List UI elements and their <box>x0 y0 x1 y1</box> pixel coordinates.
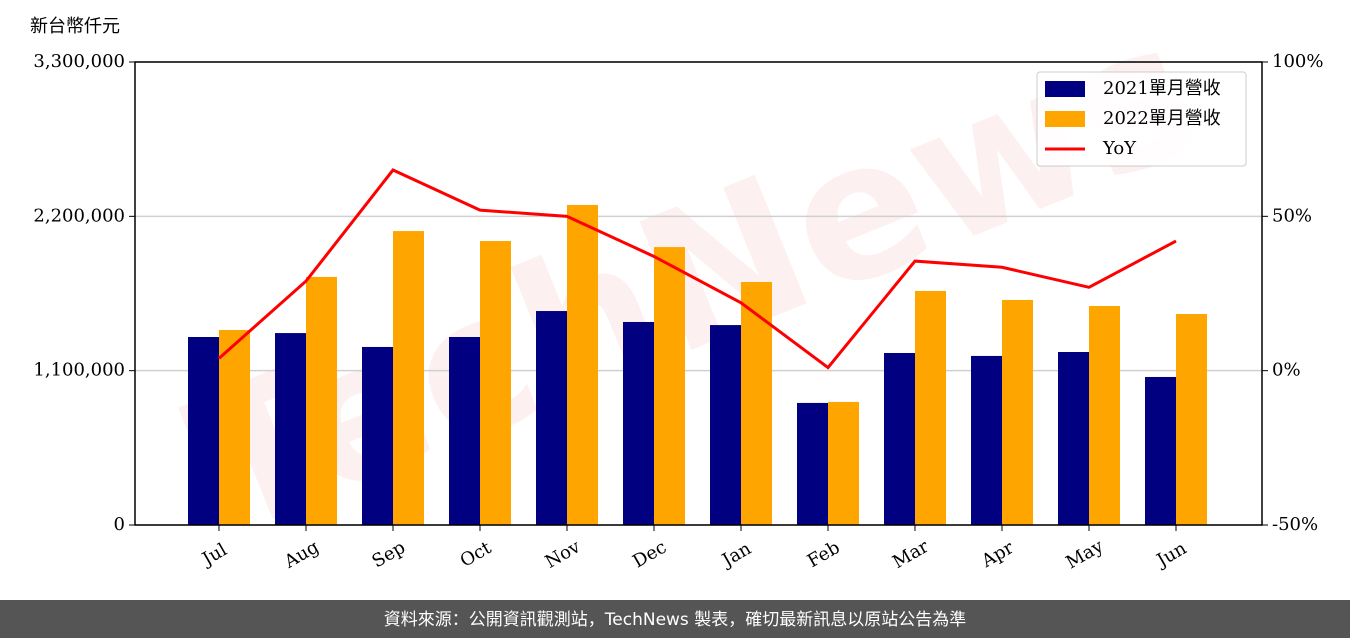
bar <box>971 355 1002 525</box>
legend-box <box>1036 71 1247 167</box>
bar <box>741 281 772 525</box>
bar <box>797 402 828 525</box>
bar <box>536 311 567 525</box>
x-tick-label: Oct <box>457 537 496 572</box>
bar <box>362 346 393 525</box>
bar <box>219 329 250 525</box>
bar <box>623 321 654 525</box>
legend-swatch <box>1045 111 1085 127</box>
y-tick-label: 1,100,000 <box>33 360 125 381</box>
x-tick-label: Mar <box>889 536 933 573</box>
x-tick-label: Dec <box>629 537 670 573</box>
y-axis-label: 新台幣仟元 <box>30 16 120 37</box>
line <box>218 168 1177 370</box>
footer-bar <box>0 600 1350 638</box>
bar <box>306 276 337 525</box>
bar <box>393 231 424 525</box>
bar <box>884 352 915 525</box>
y2-tick-label: 50% <box>1272 205 1312 226</box>
legend-label: 2022單月營收 <box>1103 108 1221 129</box>
x-tick-label: Jul <box>197 539 231 571</box>
bar <box>1002 299 1033 525</box>
bar <box>275 333 306 525</box>
x-tick-label: May <box>1062 535 1107 573</box>
bar <box>1145 376 1176 525</box>
bar <box>1176 313 1207 525</box>
x-tick-label: Jun <box>1152 538 1191 573</box>
y-tick-label: 3,300,000 <box>33 51 125 72</box>
x-tick-label: Feb <box>804 537 844 572</box>
legend-label: YoY <box>1102 138 1137 159</box>
bar <box>188 336 219 525</box>
bar <box>1058 352 1089 525</box>
y2-tick-label: 0% <box>1272 360 1301 381</box>
y2-tick-label: 100% <box>1272 51 1323 72</box>
y-tick-label: 0 <box>114 514 125 535</box>
plot-frame <box>134 61 1263 526</box>
y2-tick-label: -50% <box>1272 514 1318 535</box>
bar <box>654 247 685 525</box>
x-tick-label: Sep <box>369 537 409 572</box>
bar <box>480 241 511 525</box>
bar <box>1089 305 1120 525</box>
x-tick-label: Nov <box>542 536 585 573</box>
bar <box>449 336 480 525</box>
bar <box>567 204 598 525</box>
footer: 資料來源：公開資訊觀測站，TechNews 製表，確切最新訊息以原站公告為準 <box>384 610 966 630</box>
y-tick-label: 2,200,000 <box>33 205 125 226</box>
bar <box>710 325 741 525</box>
bar <box>828 401 859 525</box>
x-tick-label: Apr <box>977 537 1017 572</box>
x-tick-label: Jan <box>717 538 755 572</box>
bar <box>915 290 946 525</box>
legend-swatch <box>1045 81 1085 97</box>
legend-label: 2021單月營收 <box>1103 78 1221 99</box>
